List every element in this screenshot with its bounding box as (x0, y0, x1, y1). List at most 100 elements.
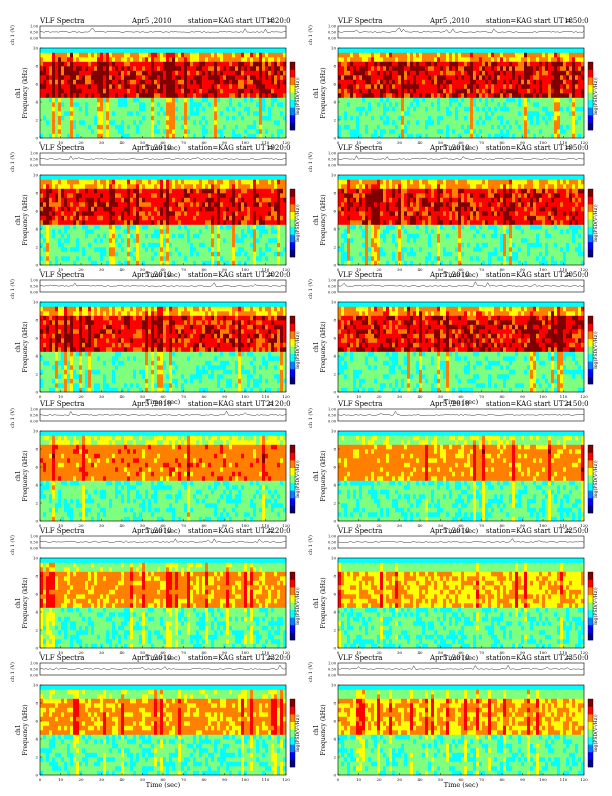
spectrogram-cell (124, 89, 127, 94)
spectrogram-cell (70, 120, 73, 125)
spectrogram-cell (377, 62, 380, 67)
spectrogram-cell (91, 75, 94, 80)
spectrogram-cell (392, 102, 395, 107)
spectrogram-cell (76, 80, 79, 85)
spectrogram-cell (127, 89, 130, 94)
spectrogram-cell (232, 116, 235, 121)
spectrogram-cell (410, 93, 413, 98)
spectrogram-cell (259, 80, 262, 85)
spectrogram-cell (449, 66, 452, 71)
spectrogram-cell (52, 89, 55, 94)
spectrogram-cell (46, 120, 49, 125)
spectrogram-cell (127, 75, 130, 80)
spectrogram-cell (130, 98, 133, 103)
spectrogram-cell (365, 48, 368, 53)
spectrogram-cell (82, 93, 85, 98)
spectrogram-cell (413, 125, 416, 130)
spectrogram-cell (392, 107, 395, 112)
spectrogram-cell (142, 125, 145, 130)
spectrogram-cell (151, 89, 154, 94)
spectrogram-cell (157, 80, 160, 85)
spectrogram-cell (163, 71, 166, 76)
spectrogram-cell (79, 80, 82, 85)
spectrogram-cell (196, 107, 199, 112)
spectrogram-cell (40, 53, 43, 58)
spectrogram-cell (413, 57, 416, 62)
spectrogram-cell (109, 89, 112, 94)
spectrogram-cell (425, 125, 428, 130)
spectrogram-cell (103, 129, 106, 134)
spectrogram-cell (217, 98, 220, 103)
spectrogram-cell (187, 57, 190, 62)
spectrogram-cell (43, 129, 46, 134)
spectrogram-cell (368, 93, 371, 98)
spectrogram-cell (347, 84, 350, 89)
spectrogram-cell (446, 53, 449, 58)
spectrogram-cell (172, 107, 175, 112)
spectrogram-cell (271, 66, 274, 71)
spectrogram-cell (238, 134, 241, 139)
spectrogram-cell (338, 71, 341, 76)
spectrogram-cell (413, 111, 416, 116)
spectrogram-cell (458, 116, 461, 121)
spectrogram-cell (371, 134, 374, 139)
spectrogram-cell (431, 62, 434, 67)
spectrogram-cell (220, 116, 223, 121)
spectrogram-cell (274, 53, 277, 58)
spectrogram-cell (217, 71, 220, 76)
spectrogram-cell (425, 80, 428, 85)
panel-start-ut: 1850:0 (564, 17, 589, 25)
spectrogram-cell (383, 57, 386, 62)
spectrogram-cell (79, 125, 82, 130)
spectrogram-cell (226, 129, 229, 134)
spectrogram-cell (392, 134, 395, 139)
spectrogram-cell (371, 84, 374, 89)
spectrogram-cell (139, 53, 142, 58)
spectrogram-cell (425, 102, 428, 107)
spectrogram-cell (130, 57, 133, 62)
spectrogram-cell (232, 71, 235, 76)
spectrogram-cell (440, 80, 443, 85)
spectrogram-cell (55, 62, 58, 67)
spectrogram-cell (172, 57, 175, 62)
spectrogram-cell (277, 75, 280, 80)
spectrogram-cell (52, 48, 55, 53)
spectrogram-cell (470, 107, 473, 112)
spectrogram-cell (223, 62, 226, 67)
spectrogram-cell (338, 80, 341, 85)
spectrogram-cell (166, 75, 169, 80)
spectrogram-cell (392, 111, 395, 116)
spectrogram-cell (473, 116, 476, 121)
spectrogram-cell (205, 53, 208, 58)
spectrogram-cell (431, 93, 434, 98)
spectrogram-cell (371, 129, 374, 134)
spectrogram-cell (446, 84, 449, 89)
spectrogram-cell (386, 62, 389, 67)
spectrogram-cell (226, 102, 229, 107)
spectrogram-cell (377, 75, 380, 80)
spectrogram-cell (61, 89, 64, 94)
spectrogram-cell (199, 125, 202, 130)
spectrogram-cell (392, 89, 395, 94)
spectrogram-cell (178, 71, 181, 76)
spectrogram-cell (163, 125, 166, 130)
spectrogram-cell (226, 84, 229, 89)
spectrogram-cell (184, 75, 187, 80)
spectrogram-cell (250, 53, 253, 58)
spectrogram-cell (46, 53, 49, 58)
spectrogram-cell (79, 84, 82, 89)
spectrogram-cell (449, 129, 452, 134)
spectrogram-cell (368, 89, 371, 94)
spectrogram-cell (353, 134, 356, 139)
spectrogram-cell (338, 89, 341, 94)
spectrogram-cell (434, 129, 437, 134)
spectrogram-cell (169, 84, 172, 89)
spectrogram-cell (235, 75, 238, 80)
spectrogram-cell (76, 134, 79, 139)
spectrogram-cell (151, 57, 154, 62)
spectrogram-cell (61, 57, 64, 62)
spectrogram-cell (238, 98, 241, 103)
spectrogram-cell (464, 107, 467, 112)
spectrogram-cell (97, 66, 100, 71)
spectrogram-cell (398, 80, 401, 85)
